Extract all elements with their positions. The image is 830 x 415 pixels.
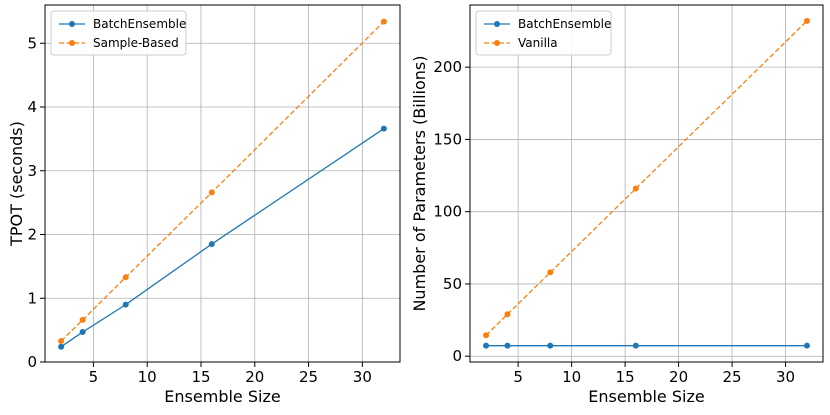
series-2-point [380,18,387,25]
legend-entry-1: BatchEnsemble [93,17,186,31]
y-tick-label: 3 [27,162,37,180]
legend-entry-2: Vanilla [518,36,558,50]
series-1-point [483,342,490,349]
y-tick-label: 5 [27,34,37,52]
series-1-point [547,342,554,349]
x-tick-label: 30 [353,368,372,386]
x-tick-label: 10 [138,368,157,386]
legend-marker-1 [494,21,500,27]
legend-marker-2 [494,40,500,46]
series-1-point [79,329,86,336]
y-tick-label: 1 [27,289,37,307]
x-tick-label: 20 [245,368,264,386]
y-tick-label: 0 [452,347,462,365]
x-tick-label: 10 [562,368,581,386]
y-tick-label: 50 [443,275,462,293]
y-tick-label: 4 [27,98,37,116]
series-1-point [58,343,65,350]
x-axis-label: Ensemble Size [588,387,704,406]
x-tick-label: 15 [616,368,635,386]
legend-entry-1: BatchEnsemble [518,17,611,31]
y-tick-label: 100 [433,203,462,221]
x-tick-label: 25 [299,368,318,386]
legend-marker-2 [69,40,75,46]
series-1-point [504,342,511,349]
chart-1: 5 10 15 20 25 30 0 1 2 3 4 5 Ensemble Size TPOT (seco… [7,4,401,406]
legend-box [475,10,612,56]
series-2-point [79,316,86,323]
legend-box [50,10,187,56]
series-2-point [547,269,554,276]
legend-marker-1 [69,21,75,27]
x-tick-label: 25 [723,368,742,386]
y-tick-label: 200 [433,58,462,76]
y-tick-label: 150 [433,130,462,148]
series-2-point [803,17,810,24]
series-line-2 [485,20,808,336]
y-axis-label: Number of Parameters (Billions) [410,55,429,311]
series-2-point [632,185,639,192]
series-line-1 [60,128,385,348]
y-tick-label: 2 [27,226,37,244]
series-2-point [483,332,490,339]
series-1-point [208,241,215,248]
x-tick-label: 20 [669,368,688,386]
legend-entry-2: Sample-Based [93,36,179,50]
x-tick-label: 5 [513,368,523,386]
series-2-point [122,274,129,281]
series-2-point [208,189,215,196]
x-tick-label: 5 [89,368,99,386]
series-1-point [122,301,129,308]
series-1-point [803,342,810,349]
y-axis-label: TPOT (seconds) [7,121,26,247]
series-1-point [632,342,639,349]
plot-frame [44,4,401,363]
y-tick-label: 0 [27,353,37,371]
series-1-point [380,125,387,132]
series-line-2 [60,21,385,342]
plot-frame [469,4,824,363]
x-axis-label: Ensemble Size [164,387,280,406]
x-tick-label: 30 [776,368,795,386]
chart-2: 5 10 15 20 25 30 0 50 100 150 200 Ensemble Size Numb… [410,4,824,406]
series-2-point [58,337,65,344]
x-tick-label: 15 [191,368,210,386]
series-2-point [504,311,511,318]
